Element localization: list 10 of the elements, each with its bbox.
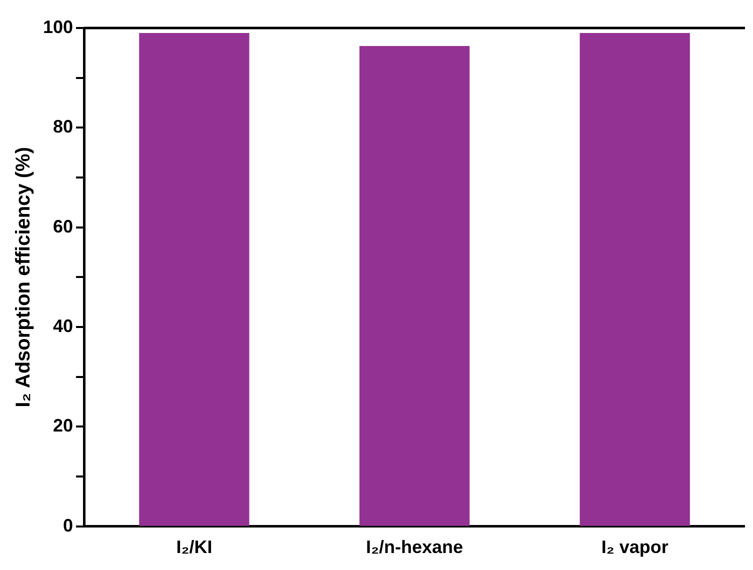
y-tick-label: 20 <box>53 416 74 436</box>
x-tick-label: I₂/n-hexane <box>366 537 464 558</box>
y-tick-label: 0 <box>63 515 74 536</box>
x-tick-label: I₂/KI <box>176 537 212 558</box>
y-tick-label: 40 <box>53 316 74 336</box>
y-tick-label: 100 <box>42 16 74 37</box>
y-tick-label: 80 <box>53 116 74 137</box>
y-tick-label: 60 <box>53 216 74 236</box>
x-tick-label: I₂ vapor <box>601 537 668 558</box>
y-axis-title: I₂ Adsorption efficiency (%) <box>12 147 35 408</box>
